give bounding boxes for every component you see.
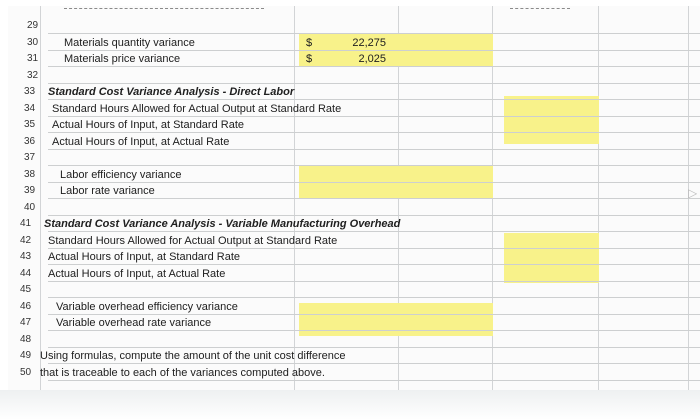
input-cell-overhead-hours[interactable] [504, 233, 599, 283]
row-divider [48, 380, 700, 381]
row-label[interactable]: Actual Hours of Input, at Actual Rate [48, 268, 226, 280]
row-divider [48, 314, 700, 315]
row-divider [48, 182, 700, 183]
row-number: 49 [20, 350, 32, 361]
row-number: 33 [24, 86, 36, 97]
row-number: 36 [24, 136, 36, 147]
row-number: 41 [20, 218, 32, 229]
row-divider [48, 248, 700, 249]
row-divider [48, 363, 700, 364]
row-divider [48, 116, 700, 117]
currency-symbol[interactable]: $ [306, 37, 313, 49]
row-label[interactable]: Using formulas, compute the amount of th… [40, 350, 346, 362]
row-label[interactable]: Standard Cost Variance Analysis - Direct… [48, 86, 295, 98]
row-divider [48, 50, 700, 51]
row-number: 50 [20, 367, 32, 378]
row-number: 35 [24, 119, 36, 130]
row-label[interactable]: Standard Hours Allowed for Actual Output… [48, 235, 338, 247]
row-number: 32 [27, 70, 39, 81]
row-label[interactable]: Actual Hours of Input, at Actual Rate [52, 136, 230, 148]
row-label[interactable]: Labor efficiency variance [60, 169, 182, 181]
row-number: 34 [24, 103, 36, 114]
row-divider [48, 165, 700, 166]
row-number: 42 [20, 235, 32, 246]
row-label[interactable]: that is traceable to each of the varianc… [40, 367, 325, 379]
row-number: 39 [24, 185, 36, 196]
input-cell-overhead-variances[interactable] [299, 303, 493, 336]
row-divider [48, 33, 700, 34]
row-number: 30 [27, 37, 39, 48]
row-divider [48, 231, 700, 232]
cropped-row-text [510, 8, 570, 10]
input-cell-materials[interactable] [299, 33, 493, 66]
row-number: 48 [20, 334, 32, 345]
row-label[interactable]: Materials price variance [64, 53, 181, 65]
gridline [40, 6, 41, 390]
row-divider [48, 83, 700, 84]
row-divider [48, 330, 700, 331]
row-number: 29 [27, 20, 39, 31]
row-label[interactable]: Standard Hours Allowed for Actual Output… [52, 103, 342, 115]
row-label[interactable]: Labor rate variance [60, 185, 155, 197]
input-cell-labor-hours[interactable] [504, 96, 599, 144]
row-label[interactable]: Actual Hours of Input, at Standard Rate [48, 251, 241, 263]
cursor-icon: ▷ [688, 186, 698, 200]
row-divider [48, 198, 700, 199]
row-divider [48, 264, 700, 265]
row-label[interactable]: Actual Hours of Input, at Standard Rate [52, 119, 245, 131]
row-number: 43 [20, 251, 32, 262]
row-number: 44 [20, 268, 32, 279]
row-divider [48, 66, 700, 67]
row-number: 31 [27, 53, 39, 64]
row-number: 45 [20, 284, 32, 295]
cropped-row-text [64, 8, 264, 10]
row-number: 46 [20, 301, 32, 312]
page-shadow [0, 390, 700, 420]
row-divider [48, 149, 700, 150]
amount-value[interactable]: 2,025 [358, 53, 386, 65]
row-divider [48, 297, 700, 298]
row-divider [48, 347, 700, 348]
row-label[interactable]: Variable overhead rate variance [56, 317, 212, 329]
row-label[interactable]: Variable overhead efficiency variance [56, 301, 238, 313]
row-label[interactable]: Materials quantity variance [64, 37, 195, 49]
row-number: 40 [24, 202, 36, 213]
row-label[interactable]: Standard Cost Variance Analysis - Variab… [44, 218, 401, 230]
row-number: 37 [24, 152, 36, 163]
currency-symbol[interactable]: $ [306, 53, 313, 65]
grid-area: 29 30 Materials quantity variance $22,275 31… [8, 6, 700, 390]
amount-value[interactable]: 22,275 [352, 37, 386, 49]
row-number: 47 [20, 317, 32, 328]
row-divider [48, 132, 700, 133]
row-divider [48, 99, 700, 100]
row-number: 38 [24, 169, 36, 180]
row-divider [48, 281, 700, 282]
row-divider [48, 215, 700, 216]
